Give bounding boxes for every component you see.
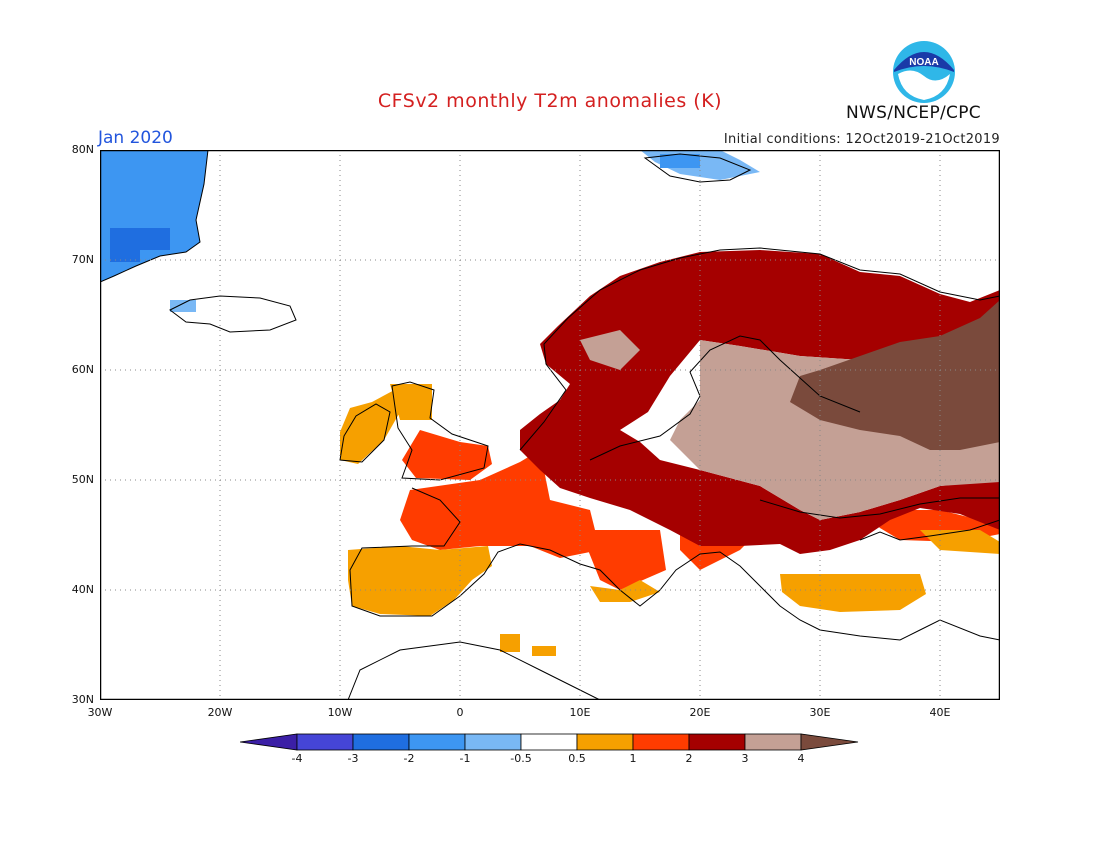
lon-label: 30W	[87, 706, 113, 719]
legend-bin	[576, 733, 634, 751]
lon-label: 20E	[689, 706, 711, 719]
legend-bin	[632, 733, 690, 751]
legend-bin	[744, 733, 802, 751]
legend-tick: 4	[797, 752, 805, 765]
lat-label: 60N	[71, 363, 94, 376]
lon-label: 10W	[327, 706, 353, 719]
anomaly-map	[100, 150, 1000, 700]
forecast-month: Jan 2020	[98, 128, 173, 148]
legend-tick: -1	[459, 752, 471, 765]
legend-bin	[464, 733, 522, 751]
legend-tick: 1	[629, 752, 637, 765]
legend-tick: -3	[347, 752, 359, 765]
graticule	[100, 150, 1000, 700]
agency-label: NWS/NCEP/CPC	[846, 103, 981, 123]
lon-label: 20W	[207, 706, 233, 719]
svg-text:NOAA: NOAA	[909, 57, 938, 68]
legend-tick: -0.5	[510, 752, 532, 765]
lat-label: 30N	[71, 693, 94, 706]
anomaly-field	[100, 150, 1000, 656]
legend-bin	[352, 733, 410, 751]
map-frame	[100, 150, 1000, 700]
legend-tick: 0.5	[568, 752, 586, 765]
lat-label: 50N	[71, 473, 94, 486]
noaa-logo-icon: NOAA	[893, 41, 955, 103]
lat-label: 80N	[71, 143, 94, 156]
initial-conditions: Initial conditions: 12Oct2019-21Oct2019	[723, 132, 1000, 147]
legend-tick: 2	[685, 752, 693, 765]
coastlines	[100, 150, 1000, 700]
lat-label: 70N	[71, 253, 94, 266]
legend-tick: 3	[741, 752, 749, 765]
legend-bin	[240, 733, 298, 751]
chart-title: CFSv2 monthly T2m anomalies (K)	[377, 90, 723, 112]
color-legend	[240, 733, 859, 751]
lon-label: 10E	[569, 706, 591, 719]
lon-label: 0	[456, 706, 464, 719]
legend-tick: -2	[403, 752, 415, 765]
legend-bin	[296, 733, 354, 751]
legend-bin	[408, 733, 466, 751]
lon-label: 30E	[809, 706, 831, 719]
legend-bin	[800, 733, 859, 751]
legend-tick: -4	[291, 752, 303, 765]
legend-bin	[520, 733, 578, 751]
lon-label: 40E	[929, 706, 951, 719]
legend-bin	[688, 733, 746, 751]
lat-label: 40N	[71, 583, 94, 596]
